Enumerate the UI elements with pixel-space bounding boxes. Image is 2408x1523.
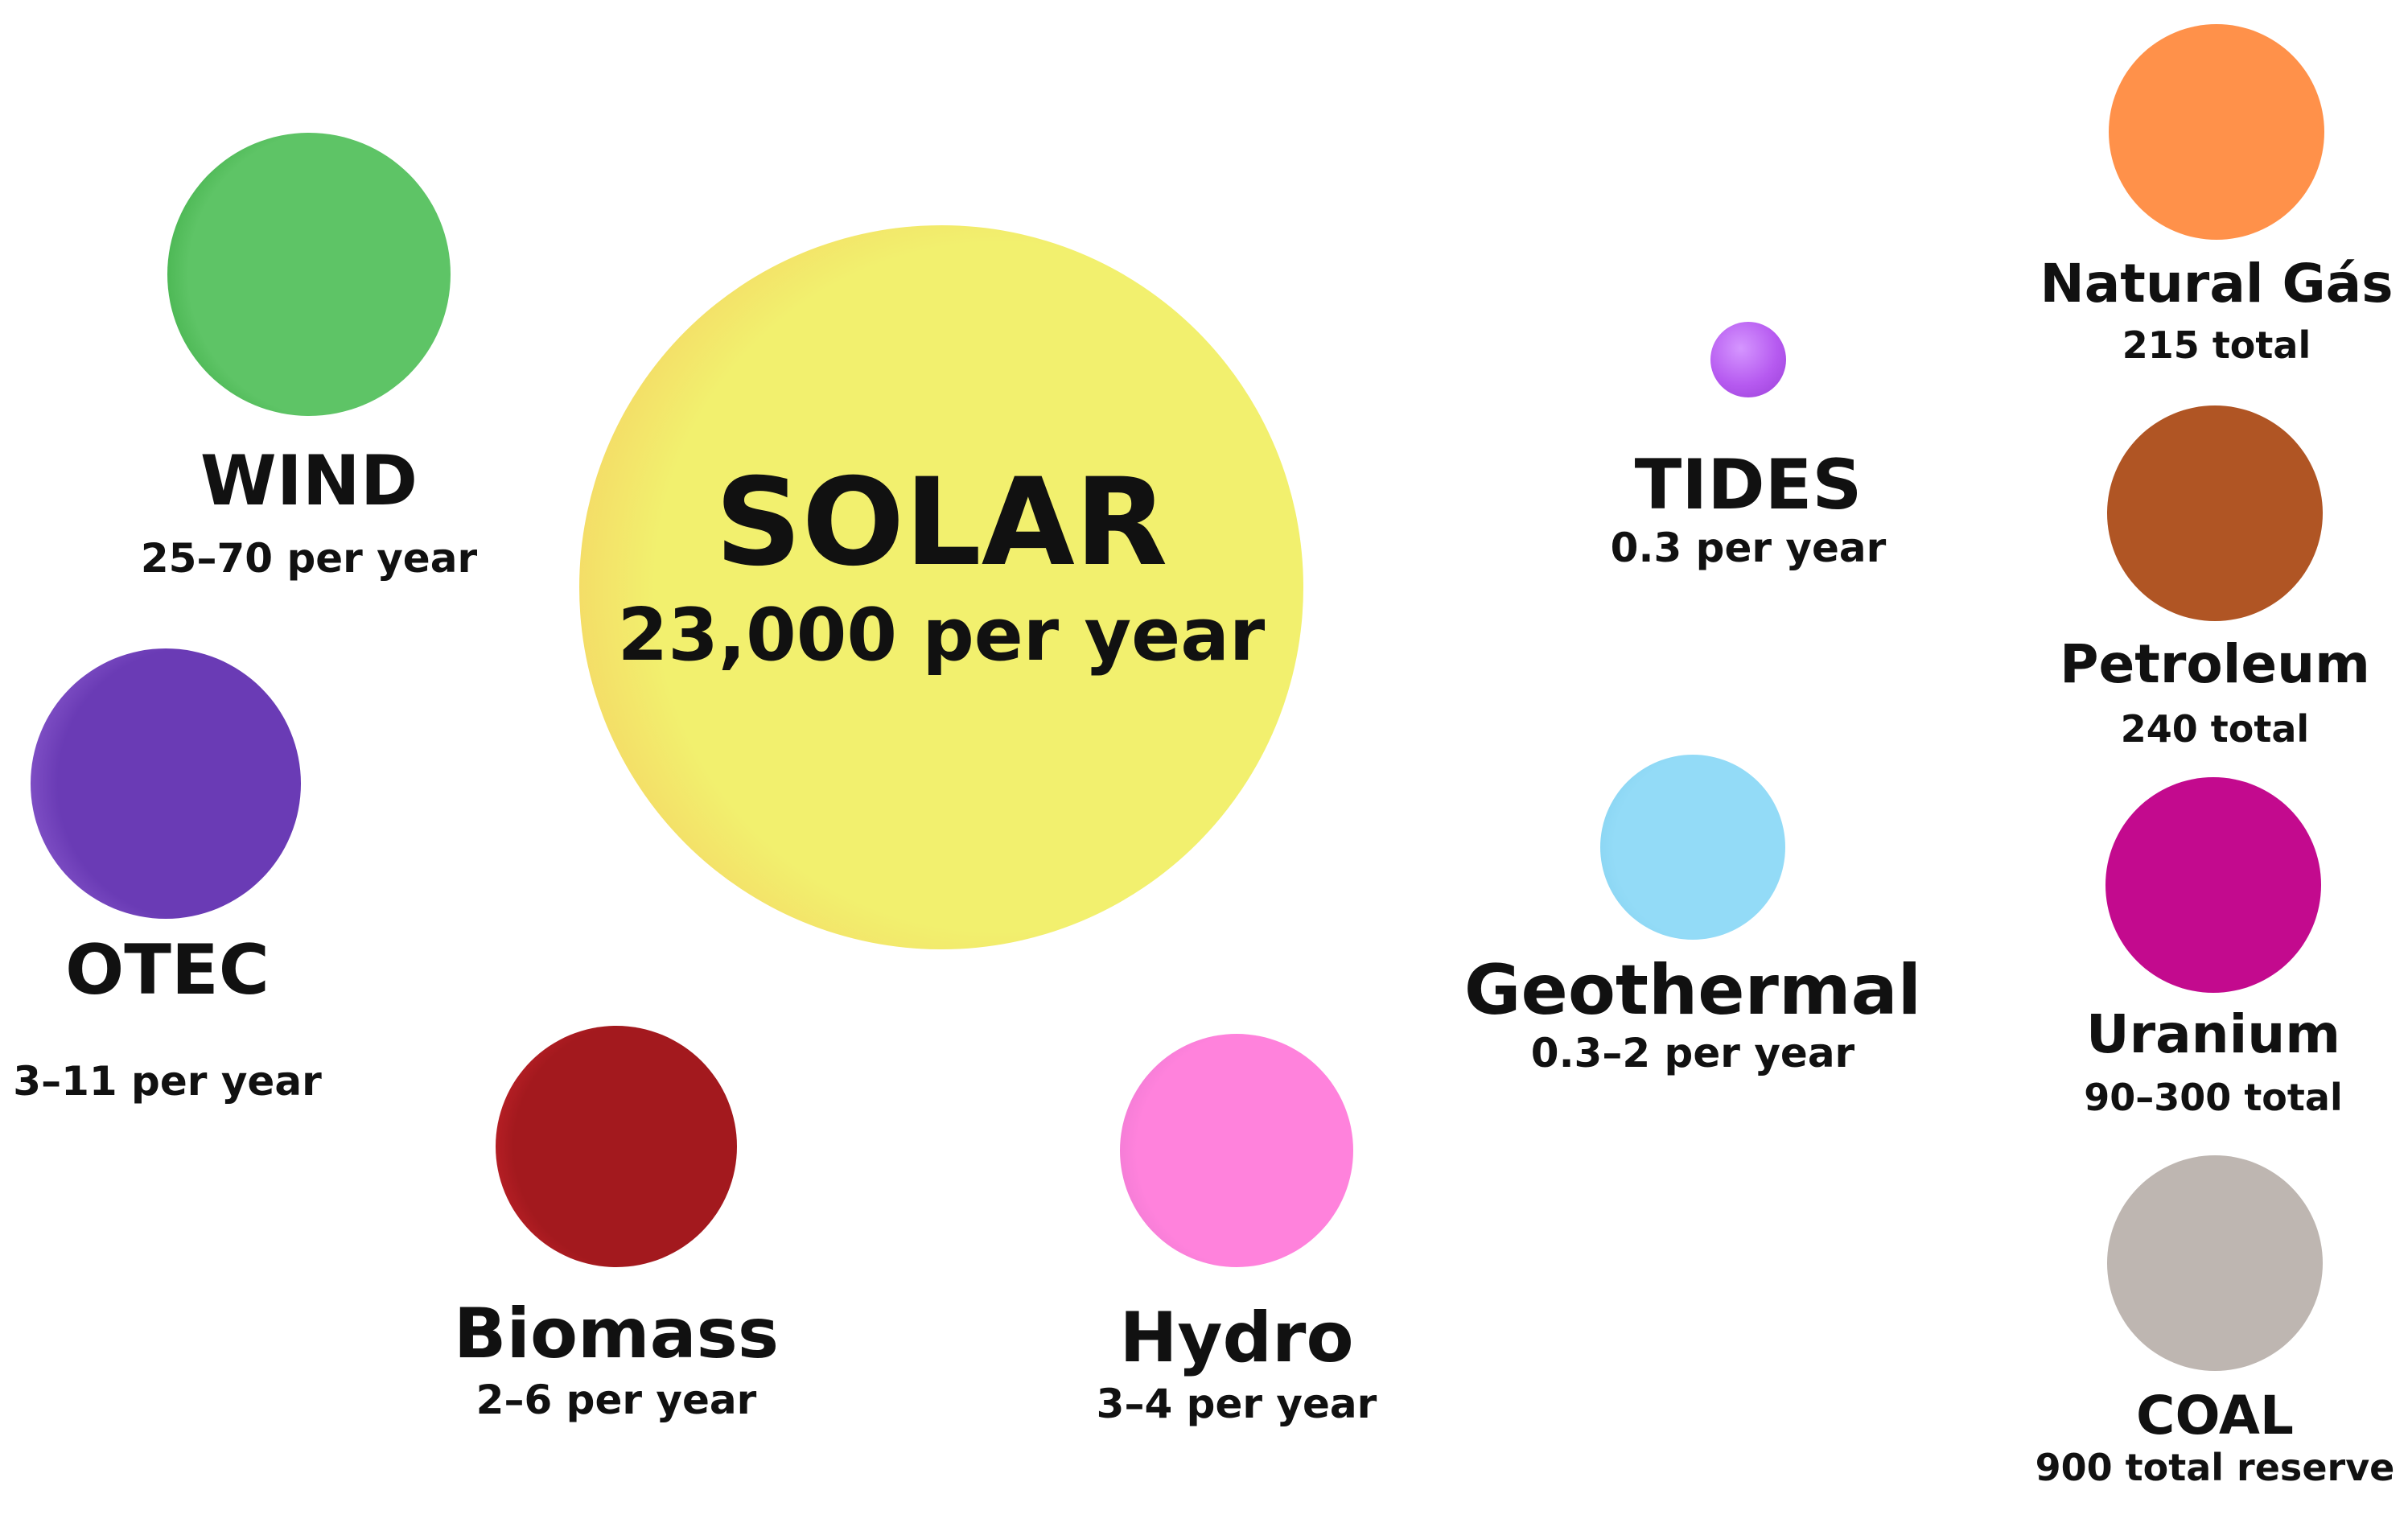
biomass-bubble-icon bbox=[496, 1026, 737, 1267]
solar-bubble-icon bbox=[579, 225, 1303, 949]
petroleum-value: 240 total bbox=[2120, 707, 2310, 751]
tides-label: TIDES 0.3 per year bbox=[1611, 451, 1887, 568]
hydro-label: Hydro 3–4 per year bbox=[1097, 1303, 1377, 1424]
otec-value: 3–11 per year bbox=[13, 1058, 322, 1105]
hydro-value: 3–4 per year bbox=[1096, 1381, 1377, 1427]
natural-gas-label: Natural Gás 215 total bbox=[2040, 257, 2394, 364]
wind-label: WIND 25–70 per year bbox=[141, 447, 477, 578]
wind-bubble-icon bbox=[167, 133, 451, 416]
petroleum-bubble-icon bbox=[2107, 405, 2323, 621]
natural-gas-name: Natural Gás bbox=[2040, 253, 2394, 315]
hydro-bubble-icon bbox=[1120, 1034, 1353, 1267]
wind-name: WIND bbox=[200, 441, 418, 521]
coal-name: COAL bbox=[2136, 1385, 2294, 1447]
hydro-name: Hydro bbox=[1119, 1298, 1354, 1378]
geothermal-label: Geothermal 0.3–2 per year bbox=[1464, 956, 1921, 1073]
tides-bubble-icon bbox=[1710, 322, 1786, 397]
otec-label: OTEC 3–11 per year bbox=[13, 936, 321, 1101]
tides-name: TIDES bbox=[1634, 445, 1863, 525]
geothermal-name: Geothermal bbox=[1463, 950, 1922, 1031]
petroleum-label: Petroleum 240 total bbox=[2060, 633, 2370, 751]
uranium-bubble-icon bbox=[2105, 777, 2321, 993]
natural-gas-bubble-icon bbox=[2109, 24, 2324, 240]
coal-value: 900 total reserve bbox=[2035, 1446, 2395, 1489]
natural-gas-value: 215 total bbox=[2122, 323, 2311, 367]
uranium-name: Uranium bbox=[2085, 1003, 2341, 1065]
biomass-name: Biomass bbox=[453, 1294, 780, 1374]
biomass-label: Biomass 2–6 per year bbox=[454, 1299, 779, 1420]
otec-name: OTEC bbox=[65, 930, 270, 1011]
solar-name: SOLAR bbox=[714, 453, 1168, 593]
solar-value: 23,000 per year bbox=[617, 593, 1266, 677]
petroleum-name: Petroleum bbox=[2060, 633, 2370, 695]
coal-bubble-icon bbox=[2107, 1155, 2323, 1371]
uranium-label: Uranium 90–300 total bbox=[2084, 1003, 2343, 1119]
geothermal-value: 0.3–2 per year bbox=[1530, 1030, 1855, 1076]
biomass-value: 2–6 per year bbox=[475, 1377, 757, 1423]
uranium-value: 90–300 total bbox=[2084, 1076, 2343, 1119]
solar-label: SOLAR 23,000 per year bbox=[618, 463, 1266, 672]
tides-value: 0.3 per year bbox=[1610, 525, 1887, 571]
coal-label: COAL 900 total reserve bbox=[2035, 1385, 2395, 1489]
wind-value: 25–70 per year bbox=[140, 535, 478, 582]
geothermal-bubble-icon bbox=[1600, 755, 1785, 940]
otec-bubble-icon bbox=[31, 648, 301, 919]
